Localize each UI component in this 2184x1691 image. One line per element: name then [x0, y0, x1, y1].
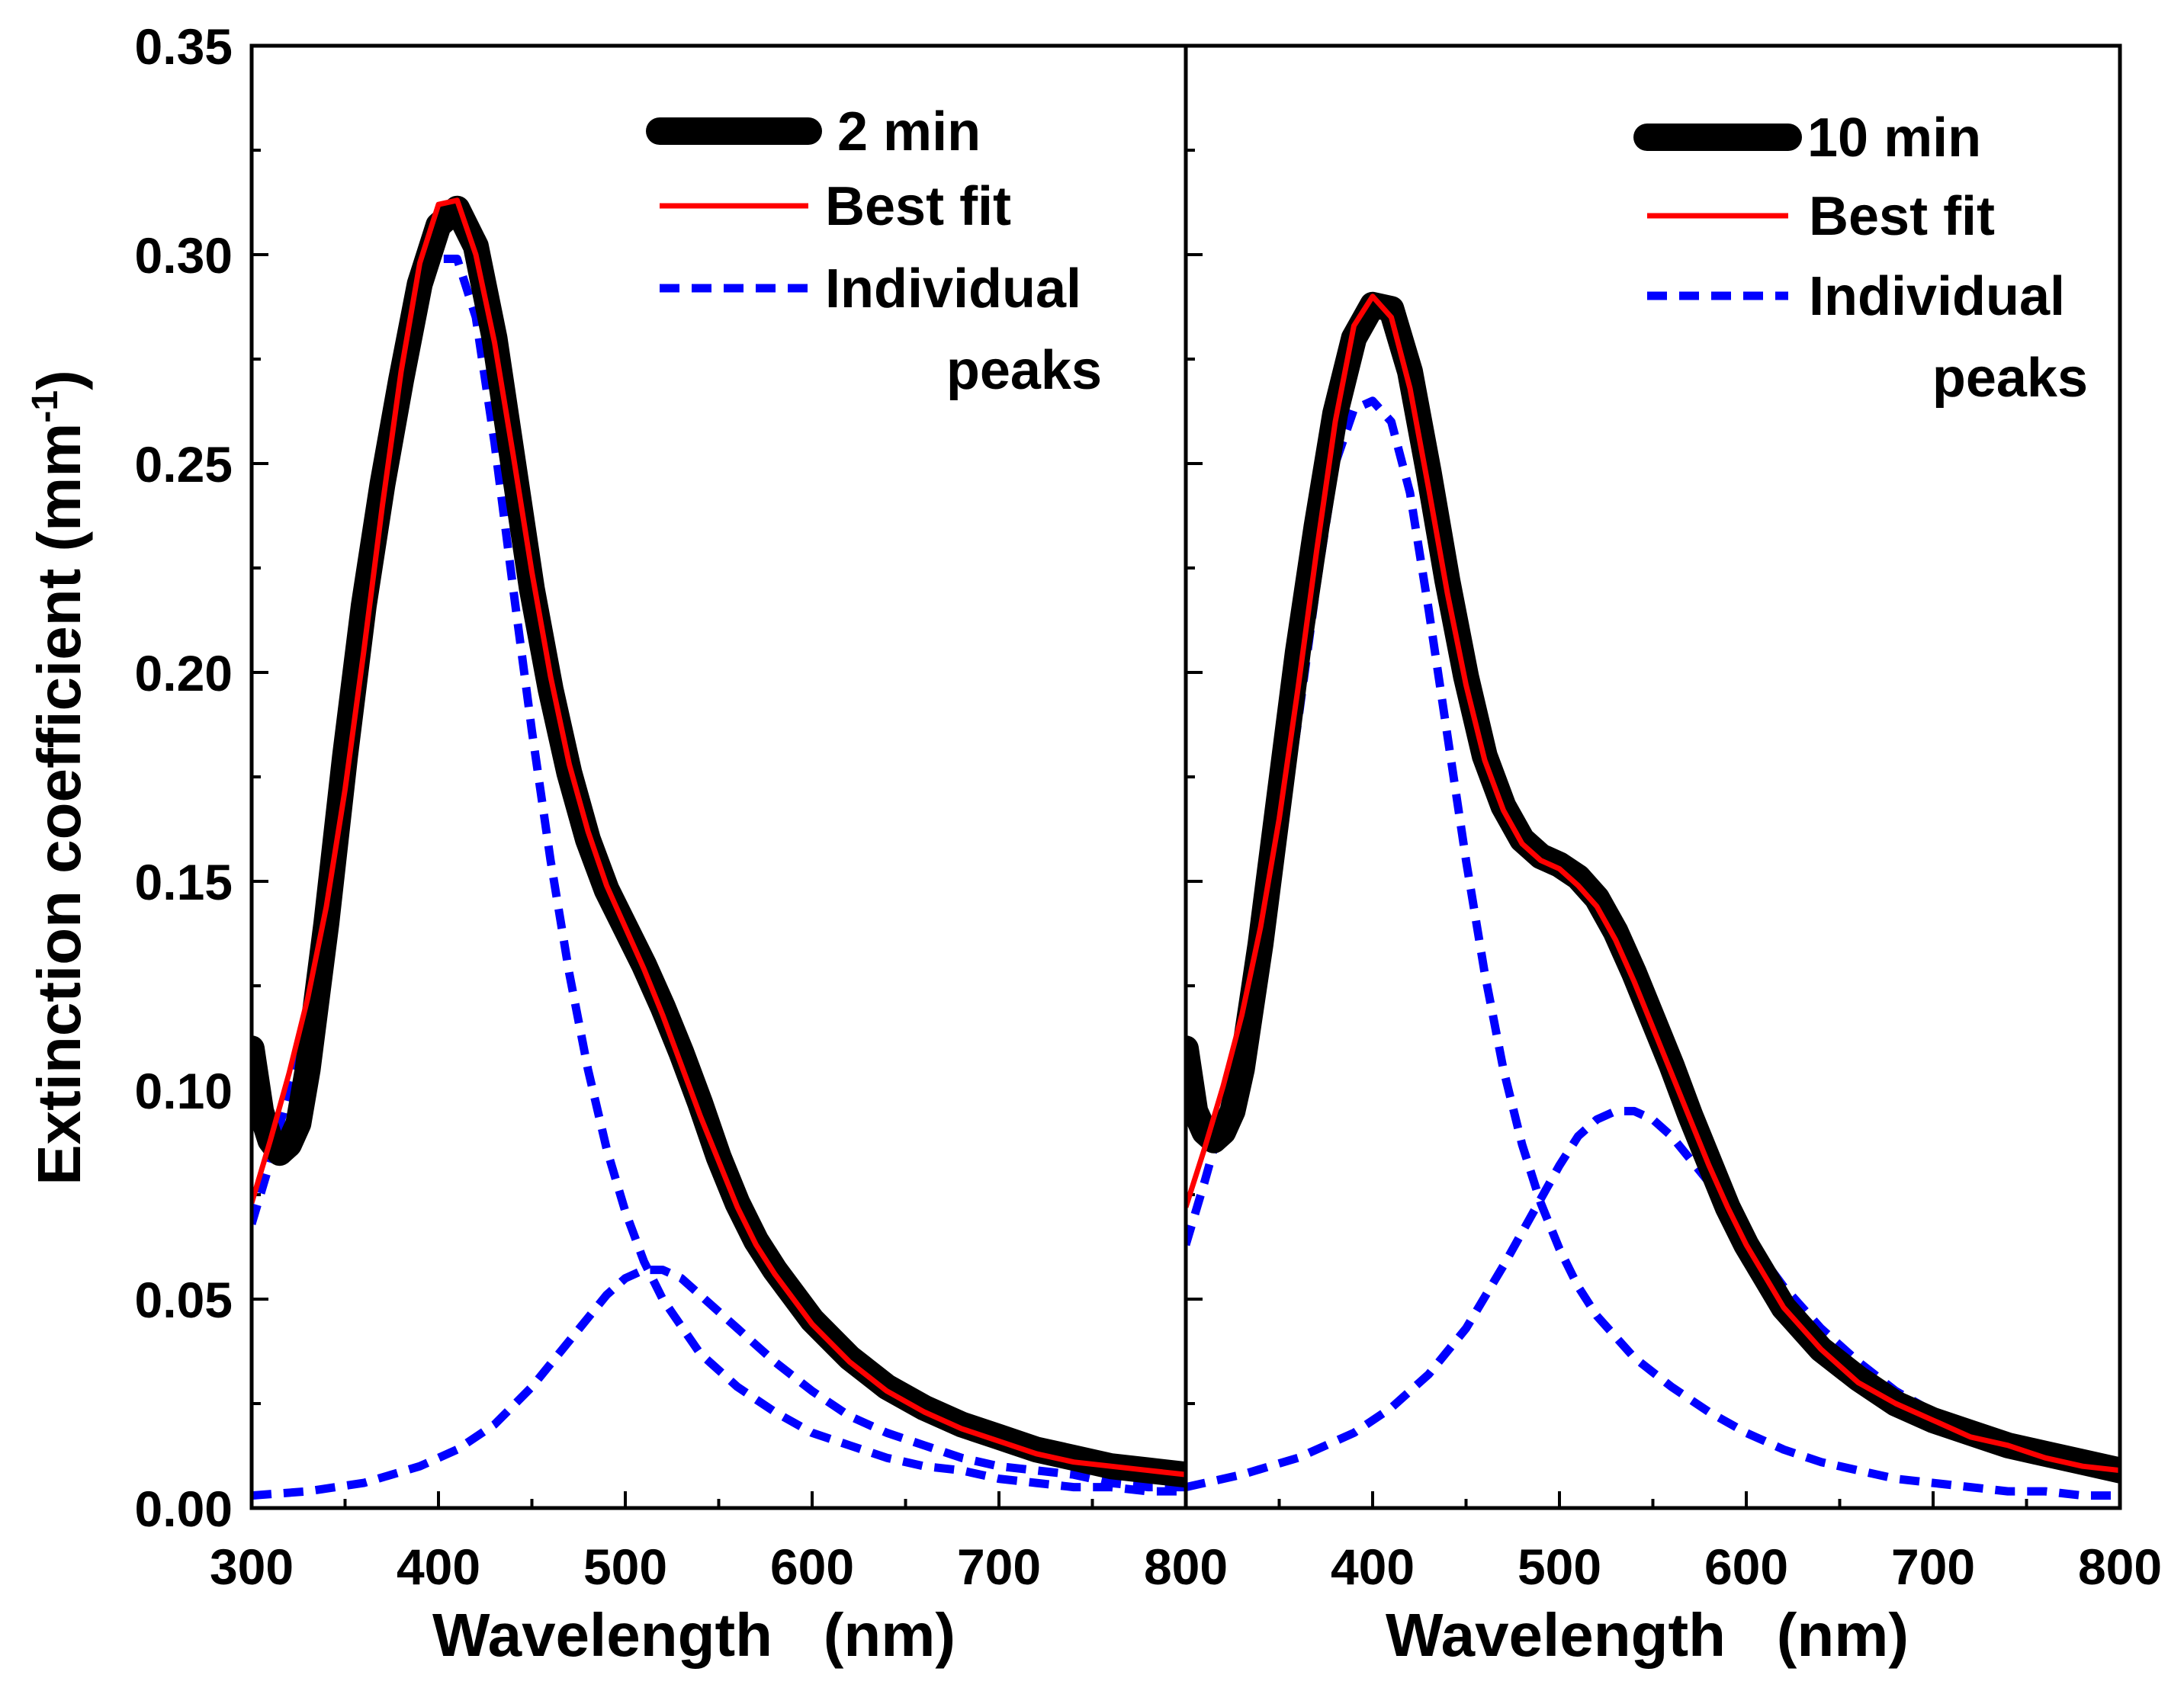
left-legend-data-label: 2 min	[837, 101, 981, 162]
y-axis-title: Extinction coefficient (mm-1)	[25, 370, 93, 1185]
left-legend-peaks-label-line1: Individual	[825, 258, 1081, 319]
y-axis-title-sup: -1	[25, 390, 66, 423]
right-x-tick-label: 600	[1704, 1539, 1788, 1595]
left-legend: 2 min Best fit Individual peaks	[646, 101, 1102, 401]
right-legend-fit-label: Best fit	[1809, 186, 1995, 247]
y-tick-label: 0.20	[135, 645, 233, 701]
y-tick-label: 0.30	[135, 227, 233, 284]
right-axis-ticks	[1184, 44, 2121, 1510]
right-x-tick-label: 400	[1331, 1539, 1415, 1595]
left-tick-labels: 0.00 0.05 0.10 0.15 0.20 0.25 0.30 0.35 300 400 50…	[135, 18, 1228, 1595]
left-series-group	[252, 195, 1186, 1500]
y-tick-label: 0.35	[135, 18, 233, 75]
left-legend-fit-label: Best fit	[825, 176, 1011, 237]
right-x-tick-label: 500	[1518, 1539, 1601, 1595]
right-legend-data-label: 10 min	[1807, 107, 1981, 168]
left-x-tick-label: 500	[583, 1539, 667, 1595]
right-best-fit-curve	[1186, 294, 2120, 1474]
left-x-axis-title: Wavelength (nm)	[432, 1601, 956, 1669]
y-tick-label: 0.25	[135, 436, 233, 493]
y-tick-label: 0.10	[135, 1063, 233, 1119]
y-axis-title-close: )	[25, 370, 93, 390]
right-legend: 10 min Best fit Individual peaks	[1633, 107, 2088, 409]
right-individual-peak-1-curve	[1186, 396, 2120, 1500]
y-tick-label: 0.00	[135, 1481, 233, 1537]
left-x-tick-label: 400	[397, 1539, 480, 1595]
left-panel: 0.00 0.05 0.10 0.15 0.20 0.25 0.30 0.35 300 400 50…	[25, 18, 1228, 1669]
left-best-fit-curve	[252, 197, 1186, 1478]
right-plot-frame	[1184, 43, 2122, 1510]
y-axis-title-main: Extinction coefficient (mm	[25, 423, 93, 1186]
y-tick-label: 0.05	[135, 1272, 233, 1328]
y-tick-label: 0.15	[135, 854, 233, 910]
left-x-tick-label: 300	[210, 1539, 294, 1595]
left-x-tick-label: 600	[770, 1539, 854, 1595]
right-legend-peaks-label-line2: peaks	[1932, 348, 2088, 409]
right-x-tick-label: 700	[1891, 1539, 1975, 1595]
right-series-group	[1186, 291, 2120, 1500]
right-x-axis-title: Wavelength (nm)	[1386, 1601, 1909, 1669]
left-individual-peak-1-curve	[252, 255, 1186, 1496]
right-tick-labels: 400 500 600 700 800	[1331, 1539, 2162, 1595]
left-legend-peaks-label-line2: peaks	[946, 340, 1102, 401]
right-legend-peaks-label-line1: Individual	[1809, 266, 2065, 327]
right-panel: 400 500 600 700 800 Wavelength (nm) 10 min B…	[1184, 43, 2162, 1669]
left-individual-peak-2-curve	[252, 1266, 1186, 1500]
right-x-tick-label: 800	[2078, 1539, 2162, 1595]
left-x-tick-label: 700	[957, 1539, 1041, 1595]
left-x-tick-label: 800	[1144, 1539, 1228, 1595]
